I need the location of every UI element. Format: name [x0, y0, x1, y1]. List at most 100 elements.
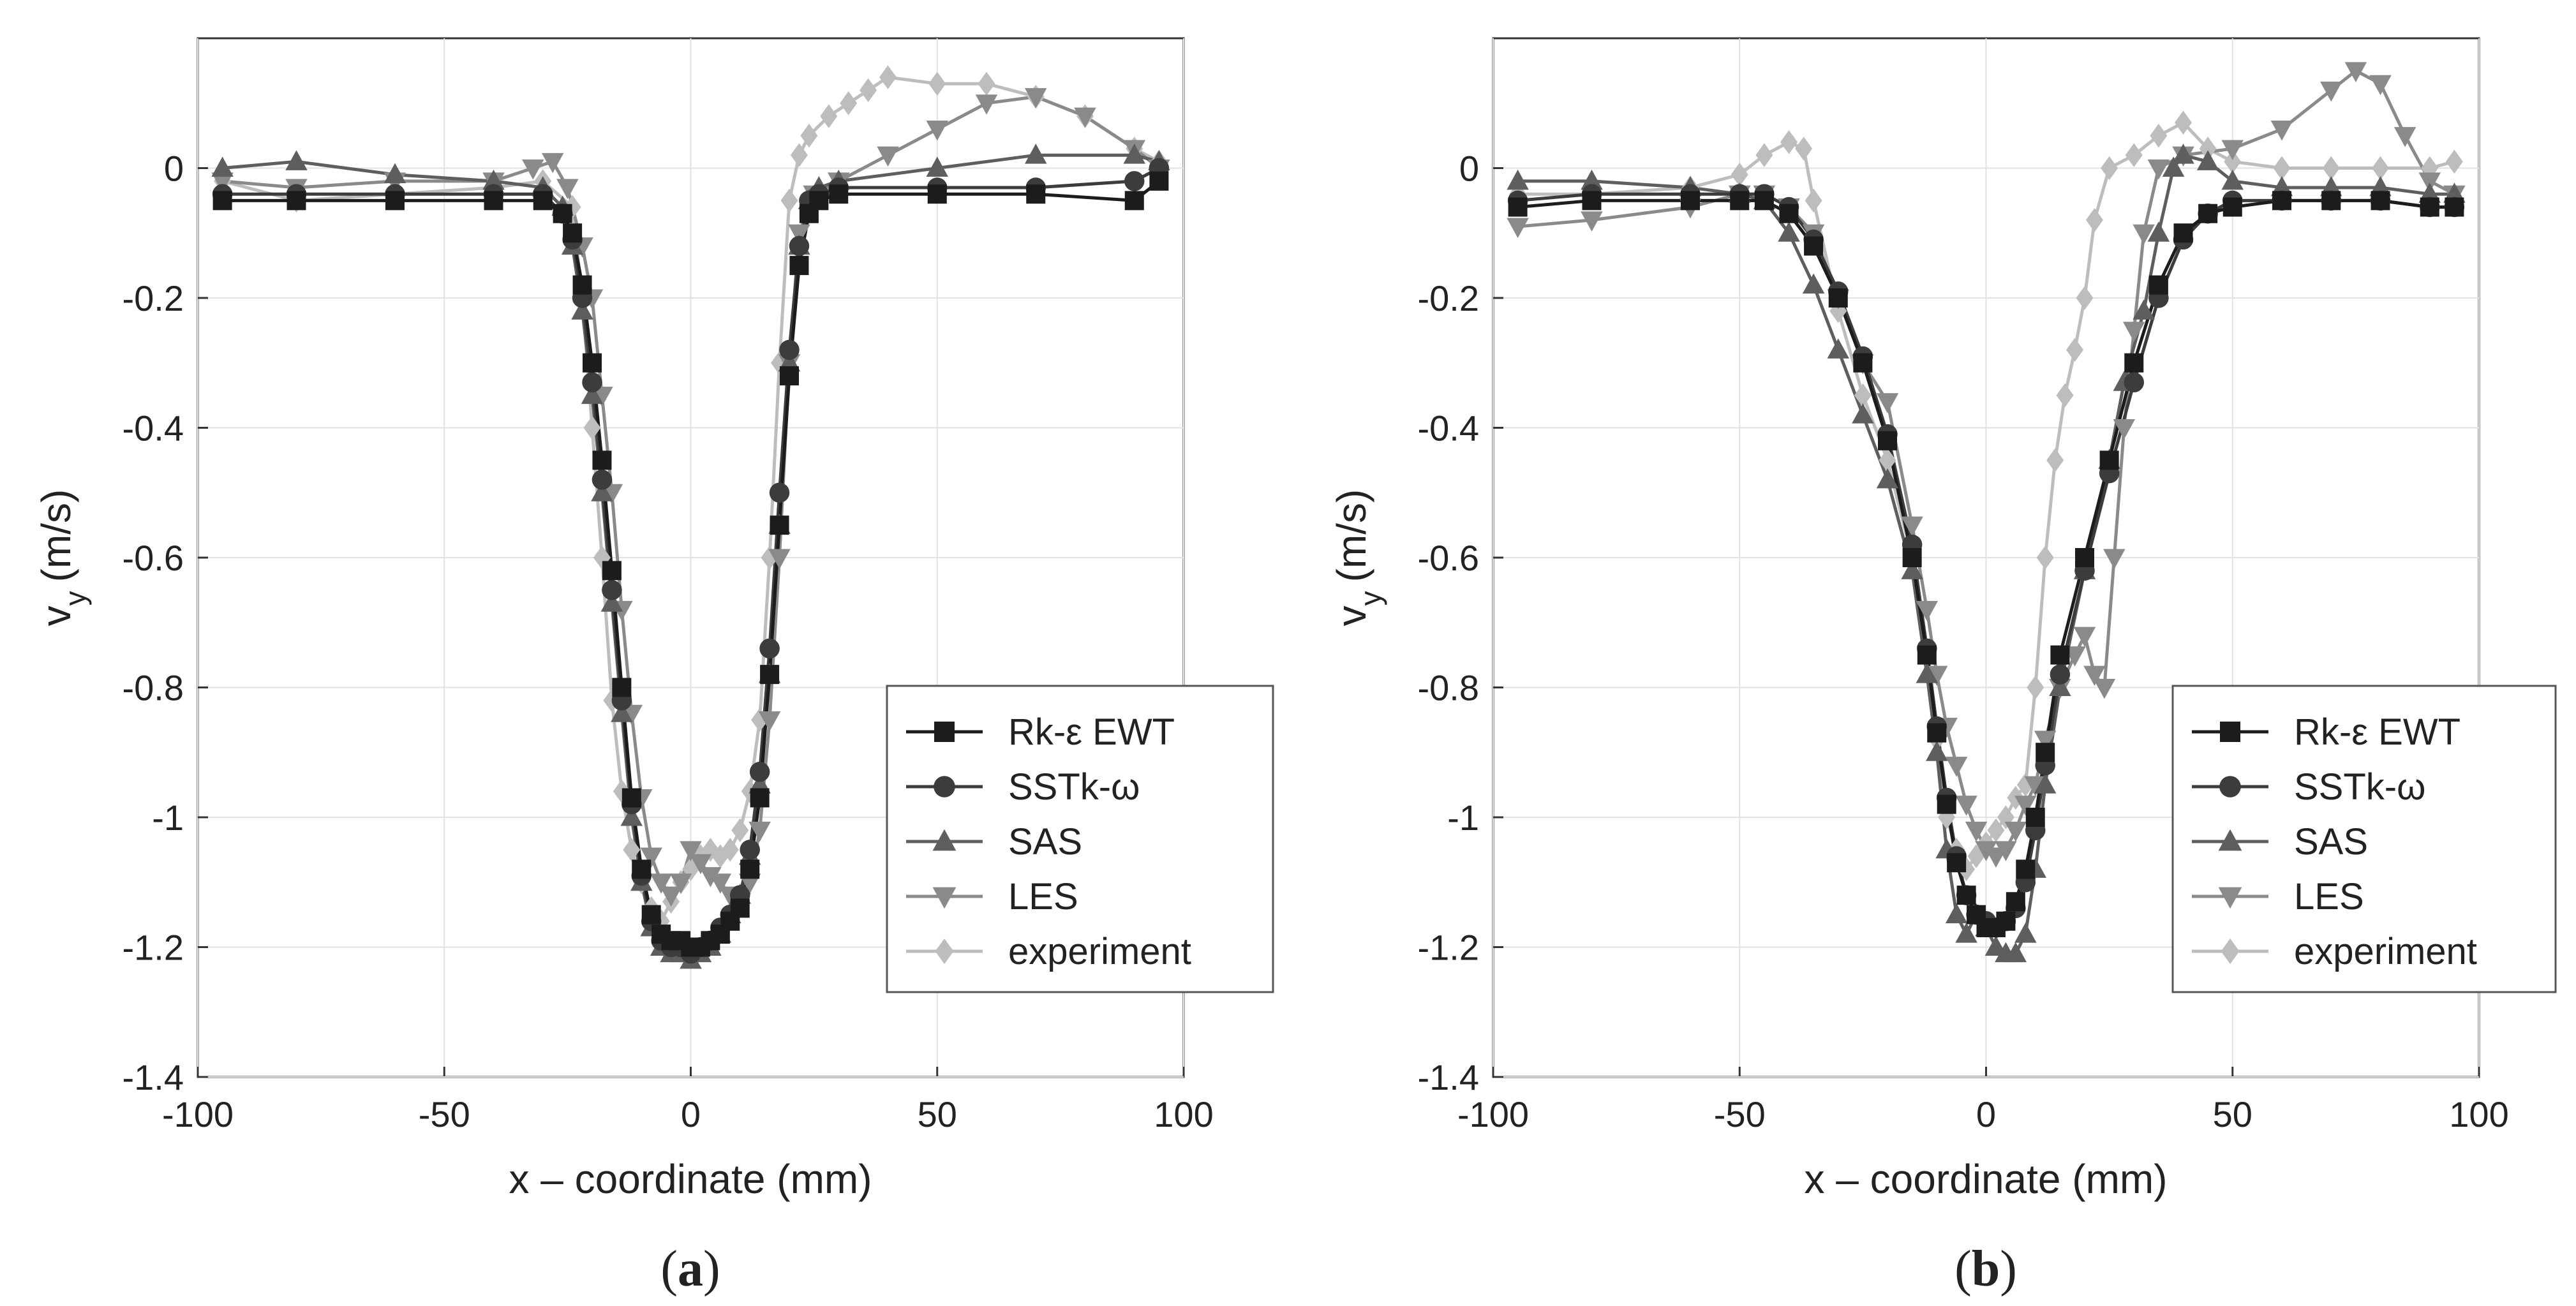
data-point-rk-ewt [2272, 191, 2291, 211]
data-point-sas [1901, 559, 1923, 579]
data-point-experiment [2036, 545, 2054, 570]
data-point-les [2083, 665, 2106, 686]
data-point-sas [2147, 221, 2170, 242]
data-point-experiment [2027, 675, 2044, 700]
data-point-sas [285, 150, 308, 170]
data-point-rk-ewt [2124, 353, 2144, 373]
data-point-rk-ewt [572, 275, 592, 295]
data-point-rk-ewt [2222, 197, 2242, 217]
data-point-rk-ewt [2173, 223, 2193, 243]
data-point-sas [2034, 773, 2057, 794]
data-point-experiment [2125, 143, 2143, 167]
data-point-sas [1926, 741, 1948, 761]
data-point-rk-ewt [1853, 353, 1873, 373]
data-point-sas [383, 163, 406, 184]
legend-label-sstk: SSTk-ω [2294, 766, 2425, 808]
data-point-rk-ewt [622, 788, 641, 808]
data-point-rk-ewt [750, 788, 770, 808]
data-point-experiment [1731, 162, 1748, 187]
data-point-les [2073, 627, 2096, 648]
data-point-sstk [779, 339, 800, 360]
data-point-les [2123, 322, 2145, 342]
data-point-les [620, 704, 643, 725]
data-point-les [2270, 120, 2293, 141]
legend-label-experiment: experiment [2294, 931, 2477, 972]
data-point-sas [211, 156, 234, 177]
y-tick-label: -0.8 [1418, 668, 1480, 708]
data-point-rk-ewt [1681, 191, 1700, 211]
data-point-sas [581, 383, 604, 404]
data-point-experiment [2175, 110, 2192, 135]
data-point-les [669, 873, 692, 894]
data-point-sas [600, 591, 623, 612]
x-tick-label: -50 [419, 1094, 470, 1134]
data-point-les [709, 873, 732, 894]
data-point-sas [2162, 156, 2185, 177]
data-point-les [680, 841, 702, 861]
data-point-experiment [721, 838, 739, 862]
data-point-les [2004, 821, 2027, 842]
y-tick-label: -1.4 [1418, 1057, 1480, 1097]
data-point-experiment [840, 91, 858, 115]
series-markers-b [1507, 62, 2466, 963]
data-point-sstk [592, 470, 613, 490]
x-tick-label: 100 [2449, 1094, 2508, 1134]
data-point-rk-ewt [612, 678, 632, 697]
data-point-experiment [790, 143, 808, 167]
data-point-rk-ewt [583, 353, 602, 373]
data-point-sas [1802, 273, 1825, 294]
data-point-les [1975, 841, 1997, 861]
y-tick-label: -1.4 [123, 1057, 184, 1097]
legend-marker-rk-ewt [2220, 722, 2240, 742]
data-point-les [640, 847, 662, 868]
x-axis-title-a: x – coordinate (mm) [509, 1156, 872, 1202]
data-point-sas [2014, 923, 2037, 943]
data-point-experiment [583, 415, 601, 440]
legend-label-experiment: experiment [1008, 931, 1191, 972]
legend-label-sas: SAS [1008, 821, 1082, 863]
data-point-rk-ewt [385, 191, 405, 211]
data-point-sstk [2050, 664, 2071, 685]
data-point-sas [1955, 923, 1977, 943]
data-point-sas [2172, 144, 2194, 164]
data-point-experiment [928, 71, 946, 96]
data-point-rk-ewt [1996, 911, 2016, 931]
data-point-les [975, 94, 998, 115]
data-point-sas [2133, 299, 2155, 320]
data-point-rk-ewt [1917, 645, 1937, 665]
data-point-rk-ewt [2420, 197, 2439, 217]
data-point-les [748, 821, 771, 842]
y-tick-label: -1 [152, 798, 184, 838]
x-tick-label: 50 [2213, 1094, 2252, 1134]
data-point-rk-ewt [2016, 859, 2036, 879]
data-point-sas [620, 806, 643, 826]
data-point-experiment [1854, 383, 1872, 408]
data-point-les [556, 179, 579, 200]
data-point-experiment [2085, 208, 2103, 232]
data-point-experiment [2056, 383, 2074, 408]
panel-b: -100 -50 0 50 100 0 -0.2 -0.4 -0.6 -0.8 -1 -1.2 -1.4… [1329, 37, 2557, 1297]
data-point-les [2034, 731, 2057, 751]
data-point-rk-ewt [2371, 191, 2390, 211]
legend-label-rk-ewt: Rk-ε EWT [2294, 711, 2461, 753]
data-point-les [2103, 549, 2126, 569]
data-point-sas [2004, 942, 2027, 963]
x-tick-label: -100 [162, 1094, 234, 1134]
data-point-les [2369, 75, 2392, 96]
y-tick-label: 0 [1459, 149, 1479, 189]
data-point-sstk [740, 840, 760, 860]
legend-marker-rk-ewt [934, 722, 955, 742]
data-point-experiment [1987, 818, 2005, 843]
data-point-les [2113, 419, 2136, 440]
data-point-rk-ewt [1804, 236, 1824, 256]
data-point-rk-ewt [2050, 645, 2070, 665]
data-point-sas [1123, 144, 1145, 164]
data-point-sas [2049, 676, 2071, 696]
data-point-rk-ewt [1779, 204, 1799, 223]
data-point-les [2418, 172, 2441, 193]
data-point-les [1876, 393, 1899, 413]
data-point-rk-ewt [2321, 191, 2341, 211]
data-point-les [522, 160, 544, 180]
legend-marker-experiment [935, 939, 954, 964]
